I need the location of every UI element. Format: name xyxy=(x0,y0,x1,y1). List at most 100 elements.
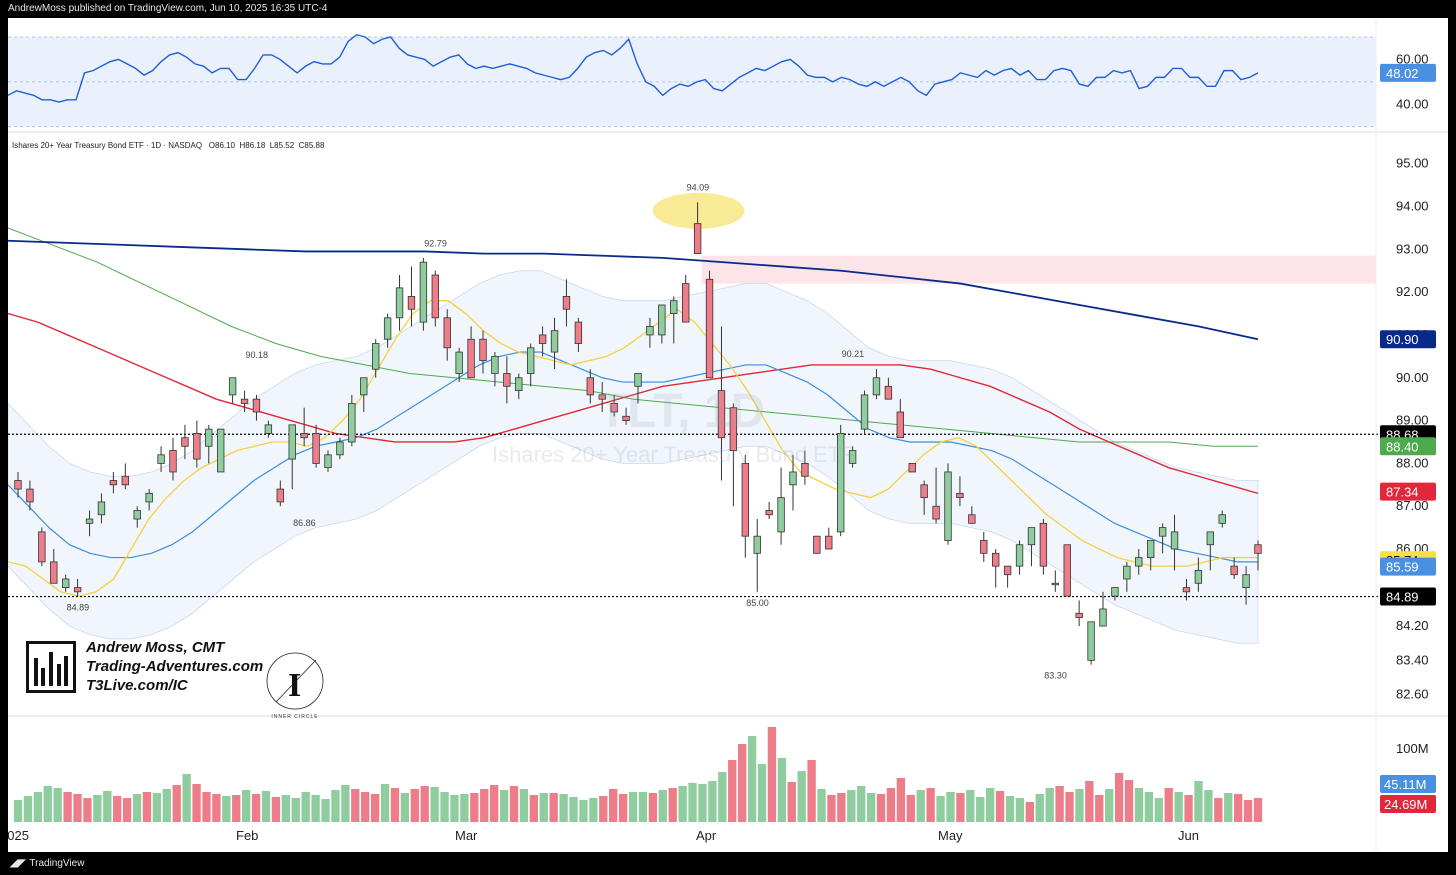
candle xyxy=(884,377,893,400)
rsi-panel: 60.00 40.00 48.02 xyxy=(8,33,1448,133)
candle xyxy=(765,501,773,520)
x-axis-label: Mar xyxy=(455,828,478,843)
candle-body xyxy=(741,462,749,537)
candle xyxy=(157,446,165,472)
candle-body xyxy=(634,373,642,387)
candle-body xyxy=(598,394,606,400)
volume-bar xyxy=(380,784,390,822)
instrument-name: Ishares 20+ Year Treasury Bond ETF · 1D … xyxy=(12,141,203,150)
volume-bar xyxy=(847,790,856,822)
candle xyxy=(932,467,940,524)
volume-bar xyxy=(63,792,72,822)
candle xyxy=(515,373,523,400)
volume-bar xyxy=(113,796,122,822)
volume-bar xyxy=(737,744,747,822)
candle-body xyxy=(920,484,928,499)
candle xyxy=(121,463,129,490)
candle-body xyxy=(908,462,916,473)
candle-body xyxy=(1051,582,1059,586)
candle xyxy=(968,506,976,524)
volume-bar xyxy=(241,790,251,822)
volume-bar xyxy=(450,795,459,822)
candle xyxy=(62,574,70,592)
tradingview-footer: ◢◤ TradingView xyxy=(10,858,84,869)
volume-bar xyxy=(559,794,568,822)
chart-frame[interactable]: 60.00 40.00 48.02 94.09 92.79 90.18 90.21 86.8… xyxy=(8,18,1448,852)
candle-body xyxy=(837,433,845,533)
candle-body xyxy=(527,347,535,374)
volume-bar xyxy=(212,794,221,822)
candle xyxy=(670,296,678,344)
volume-bar xyxy=(876,794,886,822)
candle xyxy=(896,399,904,439)
price-label-box xyxy=(1380,557,1436,576)
candle xyxy=(908,462,916,473)
volume-bar xyxy=(301,792,310,822)
volume-bar xyxy=(420,786,429,822)
candle xyxy=(717,326,726,481)
price-annotation-label: 90.21 xyxy=(842,349,865,359)
volume-bar xyxy=(182,774,191,822)
candle xyxy=(1051,570,1059,592)
inner-circle-seal-icon: I INNER CIRCLE xyxy=(264,650,326,720)
watermark-name: Ishares 20+ Year Treasury Bond ETF xyxy=(492,442,855,467)
candle-body xyxy=(336,441,344,456)
price-label-text: 88.40 xyxy=(1386,439,1419,454)
price-annotation-label: 90.18 xyxy=(245,350,268,360)
candle-body xyxy=(932,505,940,520)
candle xyxy=(956,476,964,507)
candle-body xyxy=(288,424,296,460)
candle-body xyxy=(324,454,332,469)
volume-bar xyxy=(569,797,578,822)
candle-body xyxy=(729,407,738,451)
volume-bar xyxy=(341,785,350,822)
volume-bar xyxy=(1055,786,1064,822)
candle-body xyxy=(252,398,261,413)
volume-bar xyxy=(1194,781,1203,822)
candle-body xyxy=(765,510,773,516)
candle-body xyxy=(26,488,34,503)
candle xyxy=(1039,519,1048,575)
volume-bar xyxy=(192,784,201,822)
candle-body xyxy=(169,450,177,473)
chart-canvas[interactable]: 60.00 40.00 48.02 94.09 92.79 90.18 90.21 86.8… xyxy=(8,18,1448,852)
candle xyxy=(1003,565,1012,588)
volume-bar xyxy=(807,760,816,822)
x-axis-label: 2025 xyxy=(8,828,29,843)
candle-body xyxy=(467,338,475,379)
volume-bar xyxy=(728,760,737,822)
candle xyxy=(240,390,249,413)
candle xyxy=(133,506,141,528)
instrument-legend: Ishares 20+ Year Treasury Bond ETF · 1D … xyxy=(12,141,324,150)
candle-body xyxy=(562,296,571,310)
candle xyxy=(574,317,583,353)
candle-body xyxy=(980,540,988,554)
candle xyxy=(741,454,749,558)
volume-bar xyxy=(906,795,915,822)
candle xyxy=(407,266,416,327)
rsi-ytick-label: 40.00 xyxy=(1396,96,1429,111)
candle xyxy=(538,326,547,357)
volume-bar xyxy=(896,778,906,822)
candle-body xyxy=(1218,514,1226,524)
volume-bar xyxy=(1105,789,1114,822)
candle-body xyxy=(1003,565,1012,576)
tradingview-brand: TradingView xyxy=(29,858,85,869)
candle-body xyxy=(133,510,141,520)
price-label-text: 85.59 xyxy=(1386,560,1419,575)
candle-body xyxy=(825,535,833,550)
volume-bar xyxy=(390,788,400,822)
candle-body xyxy=(1170,531,1179,550)
candle xyxy=(252,394,261,421)
candle-body xyxy=(1254,544,1262,554)
candle xyxy=(264,420,273,438)
volume-bar xyxy=(589,798,598,822)
candle-body xyxy=(1123,565,1131,580)
candle xyxy=(729,403,738,507)
volume-bar xyxy=(857,786,866,822)
watermark-ticker: TLT, 1D xyxy=(598,385,766,438)
volume-ytick-label: 100M xyxy=(1396,741,1429,756)
brand-name: Andrew Moss, CMT xyxy=(86,639,225,656)
candle xyxy=(550,317,559,370)
volume-bar xyxy=(202,792,211,822)
